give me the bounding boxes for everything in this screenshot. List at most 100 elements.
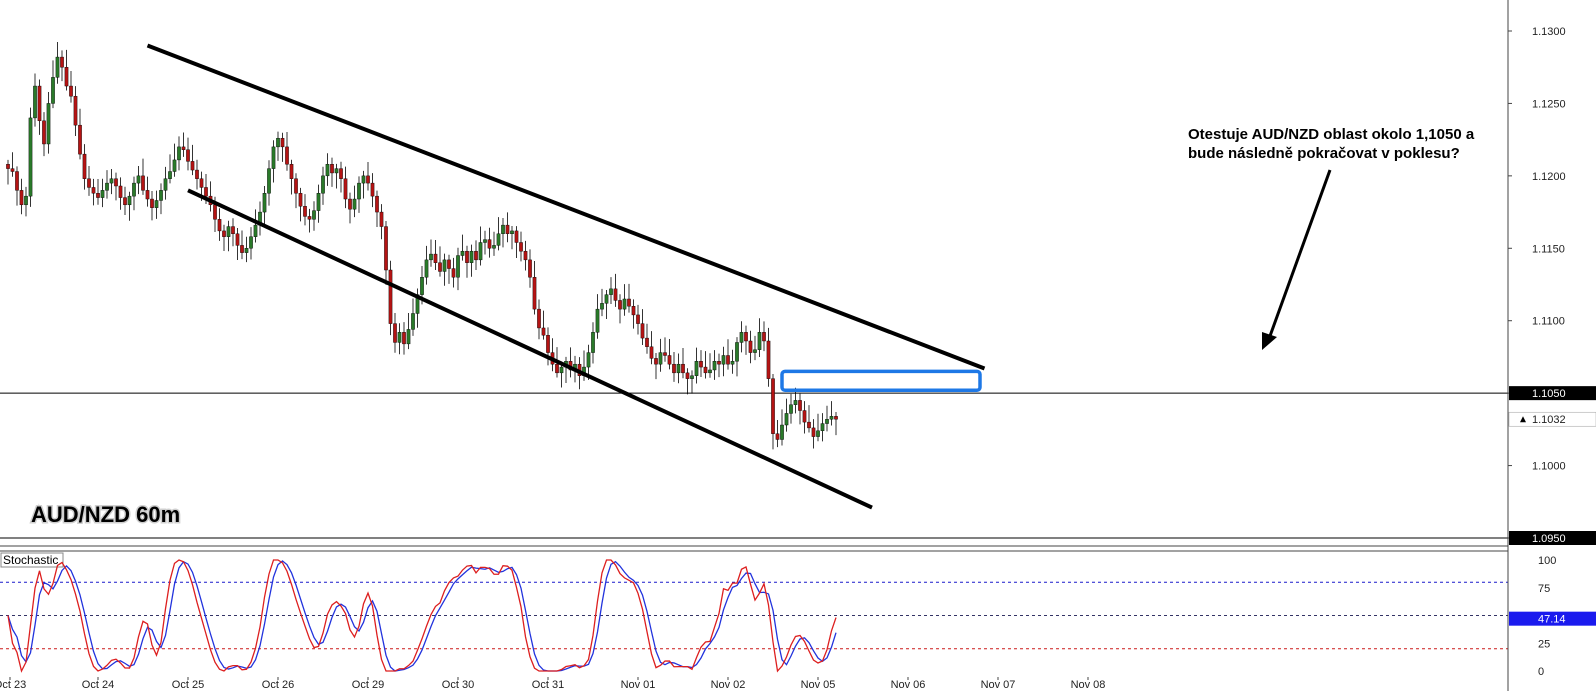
candle-body — [370, 182, 375, 197]
stochastic-tick-label: 100 — [1538, 555, 1556, 567]
candle-body — [163, 178, 168, 191]
stochastic-tick-label: 0 — [1538, 666, 1544, 678]
candle-body — [609, 288, 613, 295]
candle-body — [24, 195, 28, 206]
candle-body — [267, 168, 271, 194]
candle-body — [730, 361, 735, 365]
annotation-text-line-1: Otestuje AUD/NZD oblast okolo 1,1050 a — [1188, 126, 1475, 143]
candle-body — [145, 190, 150, 200]
candle-body — [798, 400, 802, 411]
candle-body — [429, 253, 433, 261]
price-badge — [1509, 531, 1596, 545]
candle-body — [78, 124, 82, 155]
candle-body — [96, 193, 100, 198]
candle-body — [334, 168, 339, 174]
channel-upper-line — [146, 43, 986, 371]
candle-body — [298, 193, 303, 207]
stochastic-k-line — [7, 559, 837, 673]
candle-body — [226, 226, 231, 237]
date-label: Nov 06 — [891, 679, 926, 691]
candle-body — [478, 242, 483, 261]
candle-body — [811, 427, 816, 437]
stochastic-current-label: 47.14 — [1538, 614, 1566, 626]
candle-body — [523, 250, 528, 261]
candle-body — [10, 168, 15, 172]
date-label: Nov 08 — [1071, 679, 1106, 691]
price-tick-label: 1.1000 — [1532, 461, 1566, 473]
candle-body — [51, 77, 55, 104]
candle-body — [829, 416, 834, 420]
candle-body — [177, 146, 181, 161]
candle-body — [802, 410, 807, 423]
candle-body — [424, 259, 429, 278]
candle-body — [321, 175, 325, 194]
candle-body — [384, 226, 388, 271]
candle-body — [460, 250, 465, 256]
candle-body — [262, 193, 267, 213]
candle-body — [775, 433, 780, 440]
candle-body — [469, 250, 474, 263]
candle-body — [631, 306, 636, 316]
candle-body — [586, 352, 591, 368]
candle-body — [694, 361, 699, 376]
candle-body — [172, 159, 177, 172]
price-tick-label: 1.1250 — [1532, 98, 1566, 110]
stochastic-panel: Stochastic — [0, 550, 1508, 673]
candle-body — [447, 259, 451, 269]
candle-body — [249, 236, 253, 249]
date-label: Nov 07 — [981, 679, 1016, 691]
candle-body — [19, 190, 24, 206]
candle-body — [235, 233, 240, 246]
candle-body — [231, 226, 235, 235]
price-tick-label: 1.1100 — [1532, 316, 1565, 328]
candle-body — [496, 233, 501, 246]
candle-body — [240, 245, 244, 253]
candle-body — [127, 195, 132, 206]
candle-body — [402, 332, 406, 345]
candle-body — [537, 308, 541, 329]
candle-body — [510, 230, 514, 235]
stochastic-current-badge — [1509, 611, 1596, 626]
candle-body — [726, 355, 730, 365]
candle-body — [825, 419, 829, 424]
stochastic-tick-label: 75 — [1538, 583, 1550, 595]
price-panel — [0, 42, 1508, 547]
candle-body — [555, 363, 559, 374]
candle-body — [708, 369, 712, 374]
stochastic-tick-label: 25 — [1538, 638, 1550, 650]
candle-body — [105, 182, 109, 191]
candle-body — [244, 248, 249, 253]
candle-body — [357, 182, 361, 200]
stochastic-label-box — [0, 552, 64, 568]
date-axis: Oct 23 Oct 24 Oct 25 Oct 26 Oct 29 Oct 30 Oct … — [0, 677, 1105, 691]
candle-body — [591, 332, 595, 353]
candle-body — [109, 178, 114, 184]
candle-body — [316, 193, 321, 211]
candle-body — [285, 146, 289, 165]
candle-body — [514, 230, 519, 243]
candle-body — [406, 329, 411, 345]
date-label: Oct 25 — [172, 679, 204, 691]
candle-body — [654, 358, 658, 365]
candle-body — [528, 259, 532, 278]
annotation-text-line-2: bude následně pokračovat v poklesu? — [1188, 145, 1460, 162]
candle-body — [766, 340, 771, 379]
overlays: Otestuje AUD/NZD oblast okolo 1,1050 a bu… — [30, 43, 1475, 529]
candle-body — [46, 103, 51, 145]
candle-body — [37, 85, 42, 122]
candle-body — [136, 175, 141, 184]
candle-body — [636, 314, 640, 324]
highlight-zone-box — [780, 369, 982, 392]
candle-body — [816, 430, 820, 437]
price-axis: 1.1300 1.1250 1.1200 1.1150 1.1100 1.1000 1.10… — [1507, 0, 1596, 691]
candle-body — [600, 303, 604, 310]
candle-body — [289, 164, 294, 179]
candle-body — [343, 178, 348, 200]
date-label: Oct 30 — [442, 679, 474, 691]
candle-body — [42, 120, 46, 145]
triangle-icon — [1520, 416, 1526, 423]
candle-body — [649, 346, 654, 359]
candle-body — [73, 95, 78, 126]
